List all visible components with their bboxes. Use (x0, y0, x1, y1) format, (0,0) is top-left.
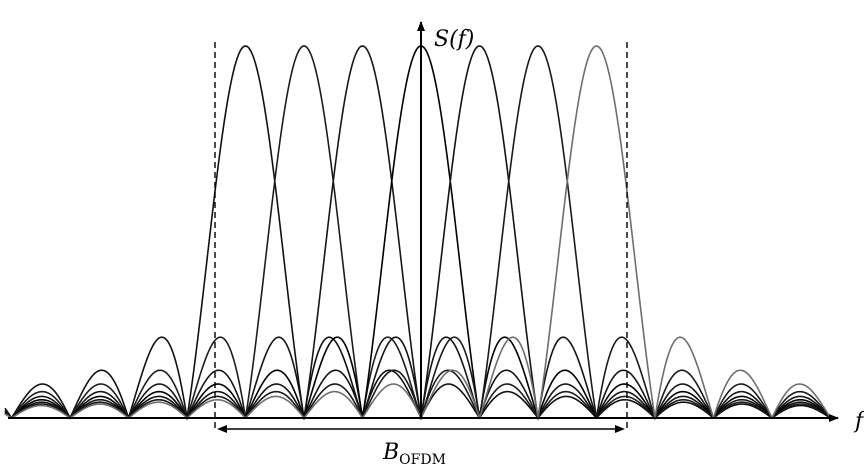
frequency-axis-label: f (853, 409, 864, 434)
subcarrier-curve-4 (4, 45, 831, 421)
subcarrier-curve-1 (4, 45, 831, 420)
subcarrier-curve-5 (4, 45, 831, 420)
subcarrier-curves (4, 45, 831, 421)
bandwidth-arrow-right-head (615, 425, 625, 433)
subcarrier-curve-6 (4, 45, 831, 421)
bandwidth-label-subscript: OFDM (399, 452, 446, 466)
bandwidth-label-main: B (382, 440, 399, 465)
spectrum-axis-label: S(f) (434, 27, 474, 52)
subcarrier-curve-3 (4, 45, 831, 420)
subcarrier-curve-2 (4, 45, 831, 421)
subcarrier-curve-7 (4, 45, 831, 420)
bandwidth-label: BOFDM (382, 440, 446, 466)
bandwidth-arrow-left-head (217, 425, 227, 433)
